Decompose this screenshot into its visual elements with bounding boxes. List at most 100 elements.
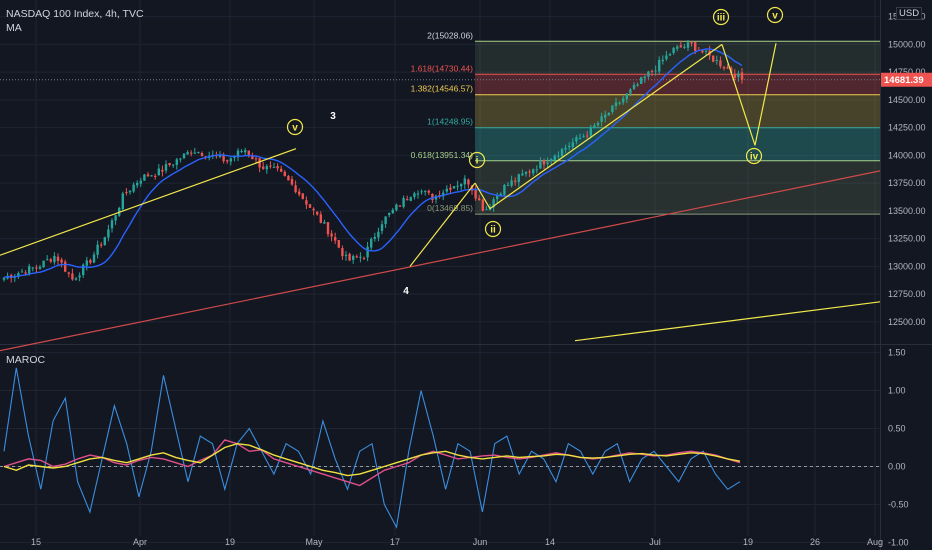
candle-body [172, 164, 175, 166]
price-axis-label: 13500.00 [888, 206, 926, 216]
price-axis-label: 15000.00 [888, 39, 926, 49]
elliott-wave-line [754, 43, 777, 146]
fib-level-label: 1(14248.95) [427, 117, 473, 127]
candle-body [283, 171, 286, 177]
candle-body [384, 216, 387, 224]
elliott-wave-line [489, 43, 723, 210]
candle-body [470, 185, 474, 191]
ma-legend-label[interactable]: MA [6, 22, 22, 34]
wave-label: ii [490, 225, 496, 236]
candle-body [139, 180, 142, 184]
candle-body [582, 136, 585, 138]
wave-label: v [292, 123, 298, 134]
time-axis-label: Jun [473, 537, 488, 547]
time-axis-label: Jul [649, 537, 661, 547]
candle-body [406, 199, 409, 201]
red-trendline [0, 170, 881, 352]
moving-average-line [3, 48, 743, 279]
candle-body [236, 150, 240, 158]
candle-body [416, 193, 420, 195]
candle-body [445, 188, 448, 192]
candle-body [125, 192, 128, 194]
candle-body [298, 191, 301, 195]
fib-zone [475, 127, 880, 161]
indicator-axis-label: -0.50 [888, 499, 909, 509]
price-axis-label: 14750.00 [888, 67, 926, 77]
current-price-tag [881, 72, 932, 87]
candle-body [492, 199, 495, 208]
time-axis-label: 19 [225, 537, 235, 547]
time-axis-label: 26 [810, 537, 820, 547]
candle-body [17, 273, 20, 277]
candle-body [161, 169, 164, 172]
candle-body [665, 55, 668, 60]
candle-body [136, 182, 139, 186]
candle-body [413, 193, 416, 197]
candle-body [269, 165, 272, 167]
candle-body [611, 105, 614, 113]
maroc-indicator-label[interactable]: MAROC [6, 354, 46, 366]
candle-body [366, 246, 369, 258]
candle-body [524, 171, 528, 174]
candle-body [67, 272, 70, 274]
price-axis-label: 13000.00 [888, 261, 926, 271]
candle-body [182, 153, 186, 159]
candle-body [571, 142, 574, 147]
candle-body [658, 59, 661, 72]
price-axis-label: 13750.00 [888, 178, 926, 188]
candle-body [186, 151, 189, 155]
candle-body [431, 193, 434, 200]
candle-body [251, 155, 254, 160]
candle-body [503, 184, 506, 195]
candle-body [600, 116, 603, 122]
candle-body [618, 102, 621, 104]
candle-body [352, 255, 355, 260]
candle-body [128, 190, 132, 193]
candle-body [294, 185, 297, 193]
fib-zone [475, 94, 880, 128]
candle-body [319, 214, 322, 223]
fib-level-label: 1.618(14730.44) [411, 63, 474, 73]
candle-body [467, 179, 470, 185]
currency-label[interactable]: USD [896, 7, 923, 20]
candle-body [301, 193, 304, 199]
time-axis-label: 15 [31, 537, 41, 547]
wave-label: iii [717, 13, 726, 24]
candle-body [643, 76, 646, 79]
time-axis-label: 19 [743, 537, 753, 547]
candle-body [305, 200, 308, 205]
wave-label-circle [745, 147, 763, 165]
candle-body [330, 233, 333, 237]
candle-body [254, 158, 258, 160]
candle-body [690, 42, 693, 44]
candle-body [359, 256, 362, 258]
candle-body [640, 77, 643, 84]
candle-body [89, 260, 92, 263]
candle-body [452, 186, 456, 189]
candle-body [460, 183, 463, 187]
candle-body [226, 160, 229, 162]
candle-body [589, 126, 592, 136]
candlestick-series [2, 39, 744, 283]
wave-label: iv [750, 152, 759, 163]
maroc-signal-line [3, 439, 741, 487]
candle-body [672, 47, 675, 53]
candle-body [38, 266, 42, 269]
candle-body [625, 93, 628, 100]
candle-body [377, 231, 380, 238]
candle-body [694, 42, 697, 51]
candle-body [103, 237, 106, 246]
candle-body [31, 267, 34, 269]
indicator-axis-label: 1.00 [888, 386, 906, 396]
candle-body [463, 178, 466, 185]
candle-body [740, 72, 744, 80]
maroc-line [3, 367, 741, 529]
candle-body [683, 46, 686, 48]
candle-body [478, 198, 481, 201]
candle-body [229, 158, 232, 162]
candle-body [726, 67, 729, 69]
candle-body [53, 255, 56, 263]
fib-zone [475, 160, 880, 215]
candle-body [64, 261, 67, 272]
